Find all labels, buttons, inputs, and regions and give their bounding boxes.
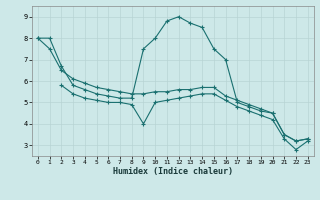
X-axis label: Humidex (Indice chaleur): Humidex (Indice chaleur) [113, 167, 233, 176]
